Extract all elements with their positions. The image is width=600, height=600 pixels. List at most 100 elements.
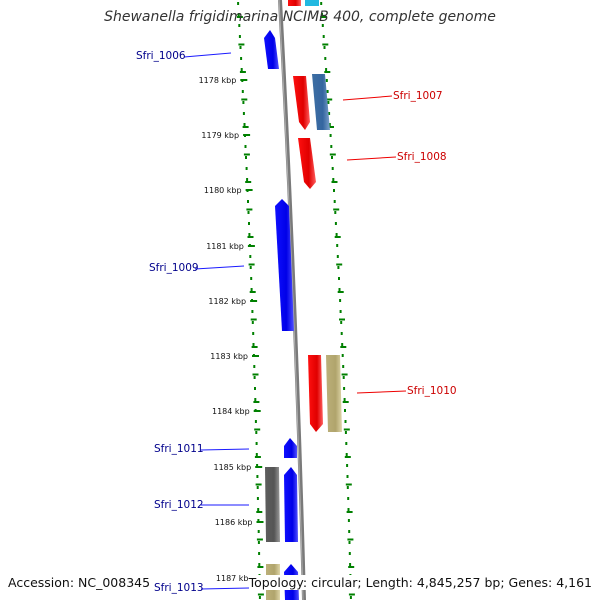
tick-mark	[328, 123, 331, 126]
gene-label-sfri-1007[interactable]: Sfri_1007	[393, 90, 443, 102]
ruler-major-tick	[256, 521, 264, 523]
gene-sfri-1011-arrow[interactable]	[284, 438, 297, 458]
tick-mark	[249, 266, 252, 269]
accession-text: Accession: NC_008345	[8, 575, 151, 590]
major-tick-mark	[348, 593, 355, 596]
ruler-major-tick	[255, 466, 263, 468]
tick-mark	[330, 145, 333, 148]
major-tick-mark	[326, 98, 333, 101]
tick-mark	[344, 431, 347, 434]
gene-sfri-1012-arrow[interactable]	[284, 467, 298, 542]
gene-leader-lines	[183, 52, 407, 590]
tick-mark	[333, 200, 336, 203]
gene-sfri-1009-arrow[interactable]	[275, 199, 294, 331]
feature-1007-steel	[312, 74, 330, 130]
tick-mark	[256, 497, 259, 500]
tick-mark	[325, 79, 328, 82]
ruler-label: 1184 kbp	[212, 407, 250, 416]
tick-mark	[257, 541, 260, 544]
tick-mark	[344, 409, 346, 412]
tick-mark	[346, 464, 349, 467]
tick-mark	[247, 211, 250, 214]
major-tick-mark	[333, 208, 340, 211]
major-tick-mark	[236, 16, 243, 18]
major-tick-mark	[247, 236, 254, 238]
tick-mark	[329, 134, 332, 137]
tick-mark	[322, 35, 325, 38]
tick-mark	[336, 244, 339, 247]
tick-mark	[331, 156, 333, 159]
major-tick-mark	[245, 181, 252, 183]
tick-mark	[349, 563, 352, 566]
tick-mark	[240, 68, 243, 71]
major-tick-mark	[344, 456, 351, 458]
tick-mark	[331, 167, 334, 170]
gene-label-sfri-1009[interactable]: Sfri_1009	[149, 262, 199, 274]
gene-label-sfri-1006[interactable]: Sfri_1006	[136, 50, 186, 62]
gene-sfri-1010-arrow[interactable]	[308, 355, 323, 432]
tick-mark	[254, 420, 257, 423]
genome-backbone	[278, 0, 306, 600]
major-tick-mark	[342, 401, 349, 403]
tick-mark	[320, 2, 323, 5]
ruler-label: 1180 kbp	[204, 186, 242, 195]
tick-mark	[255, 453, 258, 456]
tick-mark	[238, 35, 241, 38]
tick-mark	[256, 486, 259, 489]
tick-mark	[257, 530, 260, 533]
tick-mark	[238, 24, 241, 27]
tick-mark	[253, 365, 256, 368]
major-tick-mark	[324, 71, 331, 73]
major-tick-mark	[239, 71, 246, 73]
gene-sfri-1006-arrow[interactable]	[264, 30, 279, 69]
right-tick-track	[320, 2, 355, 599]
gene-sfri-1008-arrow[interactable]	[298, 138, 316, 189]
tick-mark	[348, 552, 351, 555]
gene-label-sfri-1011[interactable]: Sfri_1011	[154, 443, 204, 455]
tick-mark	[335, 233, 338, 236]
ruler-major-tick	[253, 410, 261, 412]
gene-label-sfri-1008[interactable]: Sfri_1008	[397, 151, 447, 163]
tick-mark	[321, 13, 323, 16]
tick-mark	[343, 398, 346, 401]
major-tick-mark	[257, 593, 264, 596]
ruler-major-tick	[245, 189, 253, 191]
ruler-major-tick	[240, 79, 248, 81]
tick-mark	[338, 277, 340, 280]
tick-mark	[237, 13, 240, 16]
tick-mark	[334, 222, 337, 225]
major-tick-mark	[256, 538, 263, 541]
major-tick-mark	[347, 538, 354, 541]
ruler-label: 1187 kbp	[216, 574, 254, 583]
major-tick-mark	[328, 126, 334, 128]
tick-mark	[334, 211, 337, 214]
major-tick-mark	[257, 566, 264, 568]
tick-mark	[258, 596, 261, 599]
major-tick-mark	[340, 346, 347, 348]
major-tick-mark	[334, 236, 341, 238]
gene-sfri-1007-arrow[interactable]	[293, 76, 310, 130]
tick-mark	[340, 321, 343, 324]
gene-label-sfri-1012[interactable]: Sfri_1012	[154, 499, 204, 511]
major-tick-mark	[348, 566, 355, 568]
tick-mark	[245, 167, 248, 170]
tick-mark	[245, 156, 247, 159]
major-tick-mark	[249, 291, 256, 293]
tick-mark	[328, 112, 331, 115]
major-tick-mark	[256, 511, 263, 513]
tick-mark	[237, 2, 240, 5]
tick-mark	[240, 57, 243, 60]
ruler-label: 1181 kbp	[206, 242, 244, 251]
gene-label-sfri-1013[interactable]: Sfri_1013	[154, 582, 204, 594]
major-tick-mark	[254, 428, 261, 431]
gene-label-sfri-1010[interactable]: Sfri_1010	[407, 385, 457, 397]
tick-mark	[343, 387, 346, 390]
major-tick-mark	[345, 483, 352, 486]
major-tick-mark	[341, 373, 348, 376]
tick-mark	[248, 222, 250, 225]
ruler-label: 1186 kbp	[215, 518, 253, 527]
major-tick-mark	[250, 318, 257, 321]
tick-mark	[254, 398, 257, 401]
tick-mark	[246, 178, 249, 181]
